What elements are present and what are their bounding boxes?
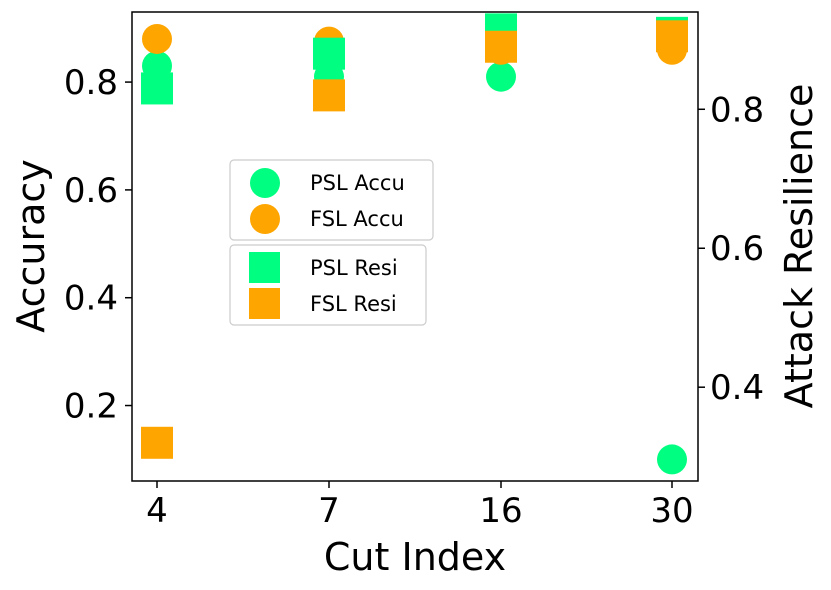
legend-fsl-accu-label: FSL Accu [310, 207, 404, 231]
x-tick-label-4: 4 [146, 491, 168, 531]
y2-axis-title: Attack Resilience [777, 84, 821, 409]
point-psl-resi-7 [313, 37, 345, 70]
y-axis-title: Accuracy [9, 159, 53, 333]
point-fsl-resi-30 [656, 20, 688, 53]
point-fsl-resi-4 [141, 426, 173, 459]
point-psl-resi-4 [141, 72, 173, 105]
y-tick-label-0.8: 0.8 [64, 63, 118, 103]
y-tick-label-0.4: 0.4 [64, 279, 118, 319]
y-tick-label-0.2: 0.2 [64, 387, 118, 427]
point-fsl-accu-4 [142, 23, 172, 54]
legend-accuracy: PSL Accu FSL Accu [229, 159, 434, 241]
y2-tick-label-0.6: 0.6 [710, 229, 764, 269]
y2-tick-label-0.8: 0.8 [710, 90, 764, 130]
legend-fsl-resi-marker [249, 288, 280, 319]
legend-psl-resi-label: PSL Resi [310, 256, 398, 280]
legend-fsl-resi-label: FSL Resi [310, 292, 397, 316]
legend-psl-accu-label: PSL Accu [310, 171, 405, 195]
x-tick-label-16: 16 [479, 491, 522, 531]
point-psl-accu-16 [486, 61, 516, 92]
legend-psl-resi-marker [249, 252, 280, 283]
point-fsl-resi-16 [485, 30, 517, 63]
point-psl-accu-30 [657, 444, 687, 475]
legend-resilience: PSL Resi FSL Resi [229, 244, 427, 326]
y2-tick-label-0.4: 0.4 [710, 368, 764, 408]
point-fsl-resi-7 [313, 79, 345, 112]
y-tick-label-0.6: 0.6 [64, 171, 118, 211]
x-tick-label-30: 30 [650, 491, 693, 531]
x-tick-label-7: 7 [318, 491, 340, 531]
chart-marks [141, 13, 688, 475]
legend-psl-accu-marker [250, 168, 280, 198]
legend-fsl-accu-marker [250, 204, 280, 234]
axis-ticks: 4 7 16 30 0.2 0.4 0.6 0.8 0.4 0.6 0.8 [64, 63, 764, 531]
x-axis-title: Cut Index [324, 535, 506, 579]
plot-frame [131, 11, 699, 482]
legend-accuracy-box [229, 159, 434, 241]
